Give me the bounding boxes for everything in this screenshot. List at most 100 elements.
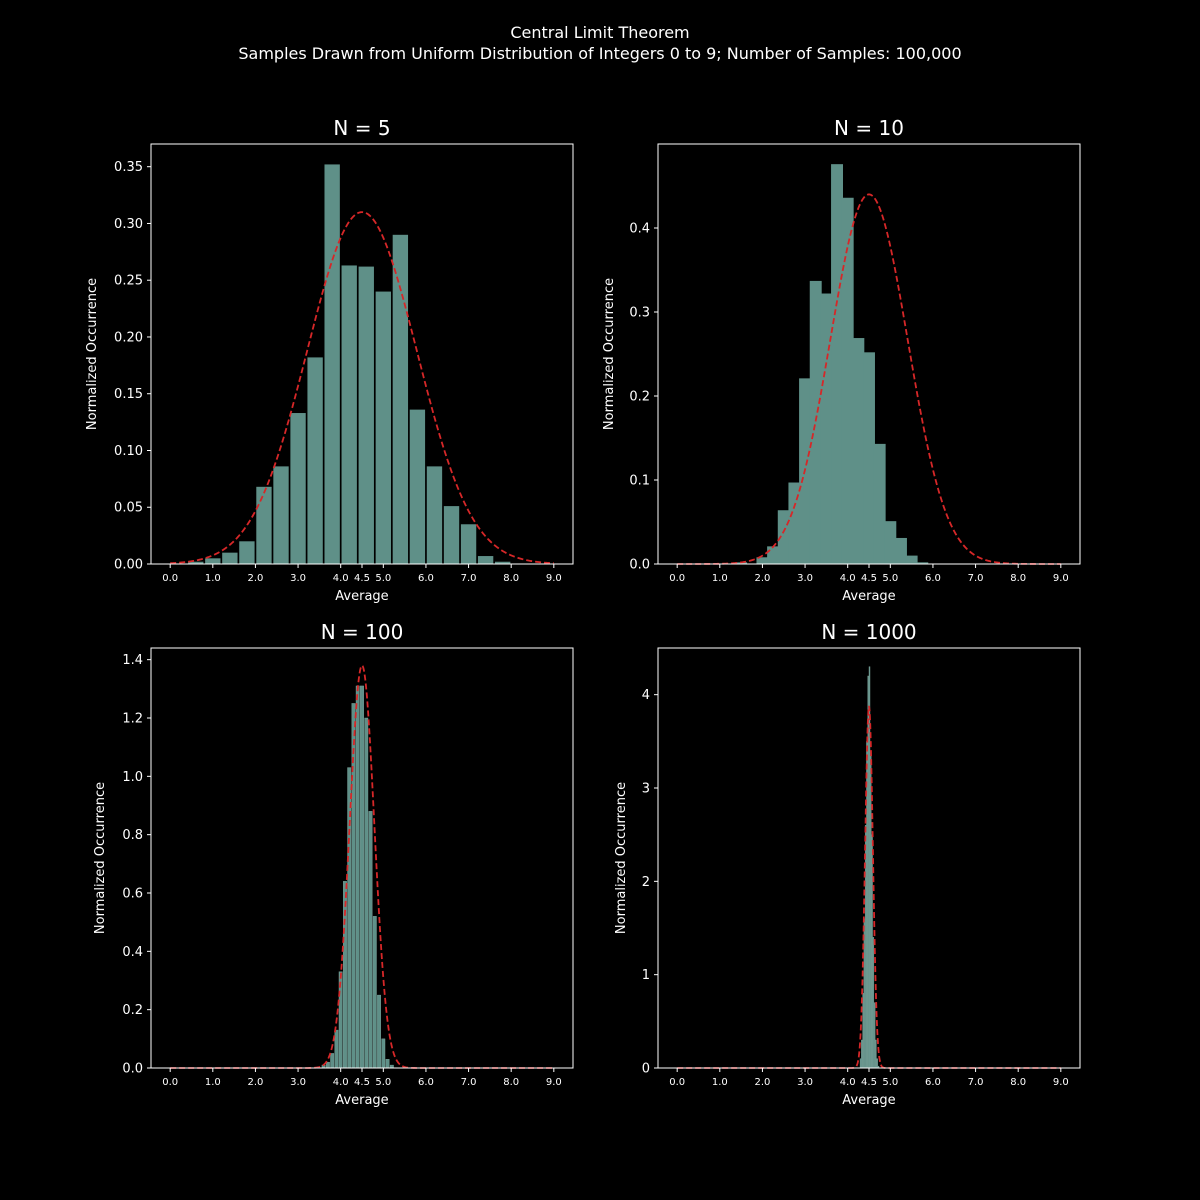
x-tick-label: 1.0: [712, 573, 728, 584]
x-tick-label: 6.0: [418, 1077, 434, 1088]
bar: [409, 409, 426, 564]
x-tick-label: 6.0: [925, 573, 941, 584]
x-tick-label: 6.0: [418, 573, 434, 584]
bar: [767, 546, 780, 564]
bar: [863, 352, 875, 564]
y-tick-label: 0.2: [629, 390, 650, 405]
bar: [477, 556, 494, 564]
x-tick-label: 0.0: [162, 1077, 178, 1088]
x-tick-label: 4.5: [861, 1077, 877, 1088]
bar: [875, 1039, 877, 1069]
bar: [360, 685, 364, 1069]
bar: [343, 881, 347, 1069]
bar: [777, 510, 790, 564]
x-axis-label: Average: [842, 589, 895, 604]
y-tick-label: 0.2: [122, 1003, 143, 1018]
bar: [443, 506, 460, 564]
bar: [861, 1039, 863, 1069]
x-tick-label: 4.0: [840, 573, 856, 584]
bar: [809, 280, 822, 564]
bar: [188, 561, 204, 564]
bar: [372, 916, 377, 1069]
y-tick-label: 4: [642, 688, 650, 703]
x-tick-label: 3.0: [797, 1077, 813, 1088]
y-axis-label: Normalized Occurrence: [614, 782, 629, 934]
bar: [341, 265, 357, 564]
bar: [324, 164, 340, 564]
x-tick-label: 7.0: [968, 1077, 984, 1088]
x-tick-label: 1.0: [205, 573, 221, 584]
subplot-3: 0.0 1.0 2.0 3.0 4.0 4.5 5.0 6.0 7.0 8.0 9.0 0.0 0.2 0…: [93, 620, 574, 1108]
x-tick-label: 1.0: [712, 1077, 728, 1088]
bar: [205, 558, 221, 564]
x-tick-label: 3.0: [290, 573, 306, 584]
x-tick-label: 5.0: [882, 1077, 898, 1088]
bar: [377, 994, 381, 1069]
subplot-title: N = 5: [333, 116, 390, 140]
x-tick-label: 4.0: [333, 573, 349, 584]
y-tick-label: 0.0: [629, 558, 650, 573]
bar: [872, 937, 875, 1069]
bar: [325, 1061, 330, 1069]
bar: [385, 1059, 390, 1069]
normal-fit-line: [677, 193, 1061, 565]
y-axis-label: Normalized Occurrence: [85, 278, 100, 430]
x-tick-label: 5.0: [882, 573, 898, 584]
bar: [290, 413, 306, 564]
x-tick-label: 8.0: [1010, 1077, 1026, 1088]
bar: [852, 338, 865, 564]
bar: [375, 291, 391, 564]
bar: [905, 555, 918, 564]
bar: [355, 685, 360, 1069]
x-tick-label: 0.0: [669, 573, 685, 584]
bar: [364, 717, 369, 1069]
figure-title-block: Central Limit Theorem Samples Drawn from…: [0, 22, 1200, 64]
y-tick-label: 0.00: [114, 558, 143, 573]
bar: [381, 1038, 386, 1069]
x-tick-label: 2.0: [754, 573, 770, 584]
subplot-2: 0.0 1.0 2.0 3.0 4.0 4.5 5.0 6.0 7.0 8.0 9.0 0.0 0.1 0…: [602, 116, 1081, 604]
x-tick-label: 5.0: [375, 573, 391, 584]
x-tick-label: 7.0: [461, 1077, 477, 1088]
bar: [864, 825, 867, 1069]
bar: [273, 466, 289, 564]
x-axis-label: Average: [335, 1093, 388, 1108]
y-tick-label: 0.3: [629, 306, 650, 321]
bar: [788, 482, 801, 564]
y-tick-label: 2: [642, 875, 650, 890]
y-tick-label: 1.4: [122, 653, 143, 668]
y-tick-label: 0.15: [114, 387, 143, 402]
bar: [866, 741, 868, 1069]
y-axis-label: Normalized Occurrence: [602, 278, 617, 430]
y-tick-label: 0.10: [114, 444, 143, 459]
x-axis-label: Average: [335, 589, 388, 604]
x-tick-label: 1.0: [205, 1077, 221, 1088]
y-tick-label: 0.8: [122, 828, 143, 843]
bar: [222, 552, 238, 564]
x-tick-label: 4.5: [861, 573, 877, 584]
x-tick-label: 6.0: [925, 1077, 941, 1088]
y-tick-label: 0.25: [114, 274, 143, 289]
bar: [831, 164, 843, 564]
bar: [307, 357, 323, 564]
x-tick-label: 8.0: [1010, 573, 1026, 584]
bar: [841, 197, 854, 564]
y-tick-label: 1: [642, 968, 650, 983]
bar: [895, 537, 907, 564]
bar: [239, 541, 255, 564]
x-tick-label: 7.0: [461, 573, 477, 584]
bar: [876, 1058, 878, 1069]
y-tick-label: 0.4: [122, 945, 143, 960]
subplot-4: 0.0 1.0 2.0 3.0 4.0 4.5 5.0 6.0 7.0 8.0 9.0 0 1 2 3 4 N …: [614, 620, 1081, 1108]
x-tick-label: 2.0: [247, 573, 263, 584]
x-tick-label: 4.5: [354, 1077, 370, 1088]
bar: [873, 1002, 876, 1069]
x-tick-label: 7.0: [968, 573, 984, 584]
bar: [392, 234, 409, 564]
x-axis-label: Average: [842, 1093, 895, 1108]
x-tick-label: 4.0: [840, 1077, 856, 1088]
y-tick-label: 1.0: [122, 770, 143, 785]
y-tick-label: 0.1: [629, 474, 650, 489]
x-tick-label: 0.0: [162, 573, 178, 584]
y-tick-label: 3: [642, 782, 650, 797]
